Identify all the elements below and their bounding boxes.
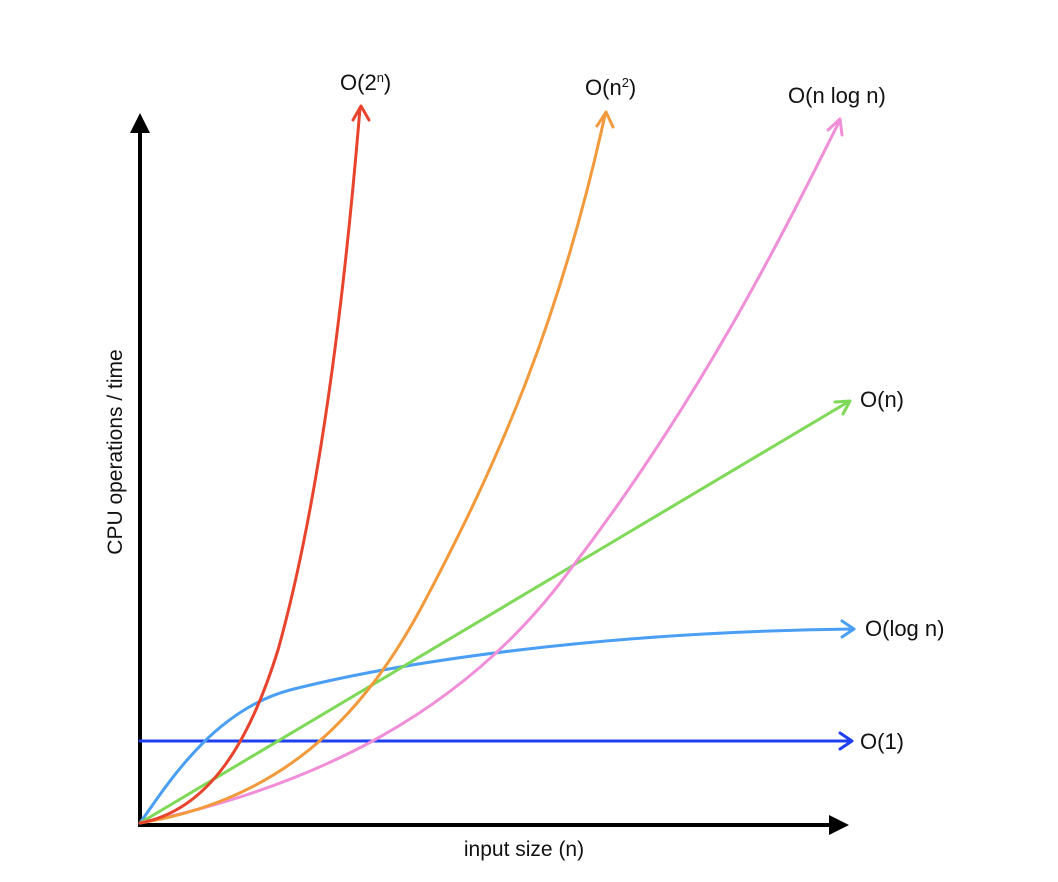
label-quadratic: O(n2)	[585, 75, 636, 100]
x-axis-label: input size (n)	[464, 838, 584, 861]
label-constant: O(1)	[860, 729, 904, 754]
curve-exponential-line	[138, 106, 362, 825]
label-linear: O(n)	[860, 387, 904, 412]
label-exponential: O(2n)	[340, 70, 391, 95]
curve-quadratic	[138, 110, 615, 825]
label-nlogn: O(n log n)	[788, 83, 886, 108]
axes	[130, 113, 849, 835]
curve-quadratic-line	[138, 113, 607, 825]
curve-nlogn-arrowhead	[826, 117, 844, 137]
curve-logarithmic	[138, 619, 856, 825]
curve-constant-arrowhead	[838, 731, 854, 751]
curve-linear-line	[138, 400, 850, 825]
curve-quadratic-arrowhead	[595, 110, 615, 129]
curve-nlogn	[138, 117, 844, 825]
curve-logarithmic-arrowhead	[840, 619, 856, 639]
x-axis-arrowhead	[829, 815, 849, 835]
curve-linear-arrowhead	[833, 399, 852, 416]
y-axis-arrowhead	[130, 113, 150, 133]
curve-exponential	[138, 104, 371, 825]
curve-linear	[138, 399, 852, 825]
curve-constant	[138, 731, 854, 751]
label-logarithmic: O(log n)	[865, 616, 944, 641]
curve-exponential-arrowhead	[351, 104, 371, 122]
curve-nlogn-line	[138, 120, 841, 825]
curve-logarithmic-line	[138, 627, 854, 825]
y-axis-label: CPU operations / time	[104, 349, 127, 554]
